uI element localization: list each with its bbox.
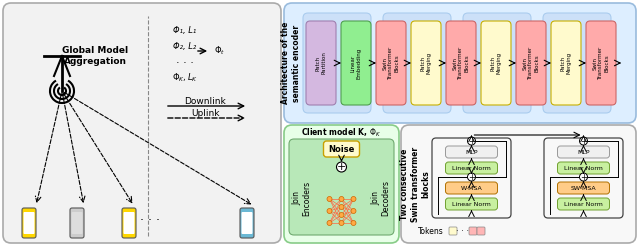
Text: Client model K, $\Phi_K$: Client model K, $\Phi_K$ <box>301 127 381 139</box>
FancyBboxPatch shape <box>446 21 476 105</box>
FancyBboxPatch shape <box>445 162 497 174</box>
Text: Linear Norm: Linear Norm <box>564 201 603 206</box>
FancyBboxPatch shape <box>383 13 451 113</box>
Text: +: + <box>468 172 475 182</box>
Text: Patch
Merging: Patch Merging <box>491 52 501 74</box>
Text: Two consecutive
Swin transformer
blocks: Two consecutive Swin transformer blocks <box>400 146 430 222</box>
Circle shape <box>339 197 344 201</box>
Text: Swin
Transformer
Blocks: Swin Transformer Blocks <box>523 46 540 80</box>
FancyBboxPatch shape <box>241 212 253 234</box>
Text: Linear Norm: Linear Norm <box>452 201 491 206</box>
Circle shape <box>579 137 588 145</box>
Circle shape <box>467 173 476 181</box>
FancyBboxPatch shape <box>557 182 609 194</box>
Text: Uplink: Uplink <box>191 108 220 118</box>
Text: $\Phi_K, L_K$: $\Phi_K, L_K$ <box>172 72 198 84</box>
FancyBboxPatch shape <box>401 125 636 243</box>
FancyBboxPatch shape <box>463 13 531 113</box>
Text: · · ·: · · · <box>140 215 160 228</box>
Text: W-MSA: W-MSA <box>461 185 483 190</box>
FancyBboxPatch shape <box>284 3 636 123</box>
FancyBboxPatch shape <box>516 21 546 105</box>
FancyBboxPatch shape <box>445 146 497 158</box>
FancyBboxPatch shape <box>411 21 441 105</box>
Text: Patch
Merging: Patch Merging <box>420 52 431 74</box>
Text: Φ₂, L₂: Φ₂, L₂ <box>173 42 196 50</box>
FancyBboxPatch shape <box>72 212 83 234</box>
Text: Swin
Transformer
Blocks: Swin Transformer Blocks <box>452 46 469 80</box>
Circle shape <box>467 137 476 145</box>
FancyBboxPatch shape <box>289 139 394 235</box>
Text: Linear Norm: Linear Norm <box>564 166 603 170</box>
FancyBboxPatch shape <box>376 21 406 105</box>
FancyBboxPatch shape <box>24 212 35 234</box>
FancyBboxPatch shape <box>323 141 360 157</box>
Text: Global Model
Aggregation: Global Model Aggregation <box>62 46 128 66</box>
Text: +: + <box>337 162 346 172</box>
Text: +: + <box>580 137 587 145</box>
Circle shape <box>351 220 356 226</box>
Text: Join
Encoders: Join Encoders <box>292 180 312 215</box>
Circle shape <box>327 209 332 214</box>
FancyBboxPatch shape <box>543 13 611 113</box>
FancyBboxPatch shape <box>70 208 84 238</box>
Circle shape <box>339 213 344 217</box>
Circle shape <box>339 220 344 226</box>
Text: Swin
Transformer
Blocks: Swin Transformer Blocks <box>383 46 399 80</box>
Circle shape <box>579 173 588 181</box>
FancyBboxPatch shape <box>122 208 136 238</box>
FancyBboxPatch shape <box>341 21 371 105</box>
FancyBboxPatch shape <box>481 21 511 105</box>
Circle shape <box>351 197 356 201</box>
FancyBboxPatch shape <box>124 212 134 234</box>
Circle shape <box>327 197 332 201</box>
FancyBboxPatch shape <box>477 227 485 235</box>
FancyBboxPatch shape <box>445 198 497 210</box>
FancyBboxPatch shape <box>586 21 616 105</box>
Text: Patch
Merging: Patch Merging <box>561 52 572 74</box>
Text: SW-MSA: SW-MSA <box>571 185 596 190</box>
Text: Swin
Transformer
Blocks: Swin Transformer Blocks <box>593 46 609 80</box>
Text: Linear
Embedding: Linear Embedding <box>351 47 362 79</box>
Text: Architecture of the
semantic encoder: Architecture of the semantic encoder <box>282 22 301 104</box>
FancyBboxPatch shape <box>557 162 609 174</box>
Text: Tokens: Tokens <box>418 227 444 235</box>
FancyBboxPatch shape <box>557 198 609 210</box>
FancyBboxPatch shape <box>551 21 581 105</box>
Text: +: + <box>468 137 475 145</box>
FancyBboxPatch shape <box>469 227 477 235</box>
Circle shape <box>337 162 346 172</box>
Circle shape <box>351 209 356 214</box>
FancyBboxPatch shape <box>306 21 336 105</box>
FancyBboxPatch shape <box>445 182 497 194</box>
FancyBboxPatch shape <box>303 13 371 113</box>
Circle shape <box>339 204 344 210</box>
FancyBboxPatch shape <box>240 208 254 238</box>
Text: Φ₁, L₁: Φ₁, L₁ <box>173 27 196 35</box>
Text: MLP: MLP <box>465 150 477 154</box>
FancyBboxPatch shape <box>557 146 609 158</box>
FancyBboxPatch shape <box>284 125 399 243</box>
FancyBboxPatch shape <box>22 208 36 238</box>
FancyBboxPatch shape <box>3 3 281 243</box>
Text: Patch
Partition: Patch Partition <box>316 52 326 75</box>
Text: · · ·: · · · <box>456 227 470 235</box>
Circle shape <box>327 220 332 226</box>
Text: Noise: Noise <box>328 144 355 154</box>
Text: +: + <box>580 172 587 182</box>
Text: Join
Decoders: Join Decoders <box>371 180 390 216</box>
Text: Linear Norm: Linear Norm <box>452 166 491 170</box>
Text: Downlink: Downlink <box>184 96 226 106</box>
Text: MLP: MLP <box>577 150 589 154</box>
Text: · · ·: · · · <box>176 58 194 68</box>
FancyBboxPatch shape <box>449 227 457 235</box>
Text: $\Phi_t$: $\Phi_t$ <box>214 45 225 57</box>
